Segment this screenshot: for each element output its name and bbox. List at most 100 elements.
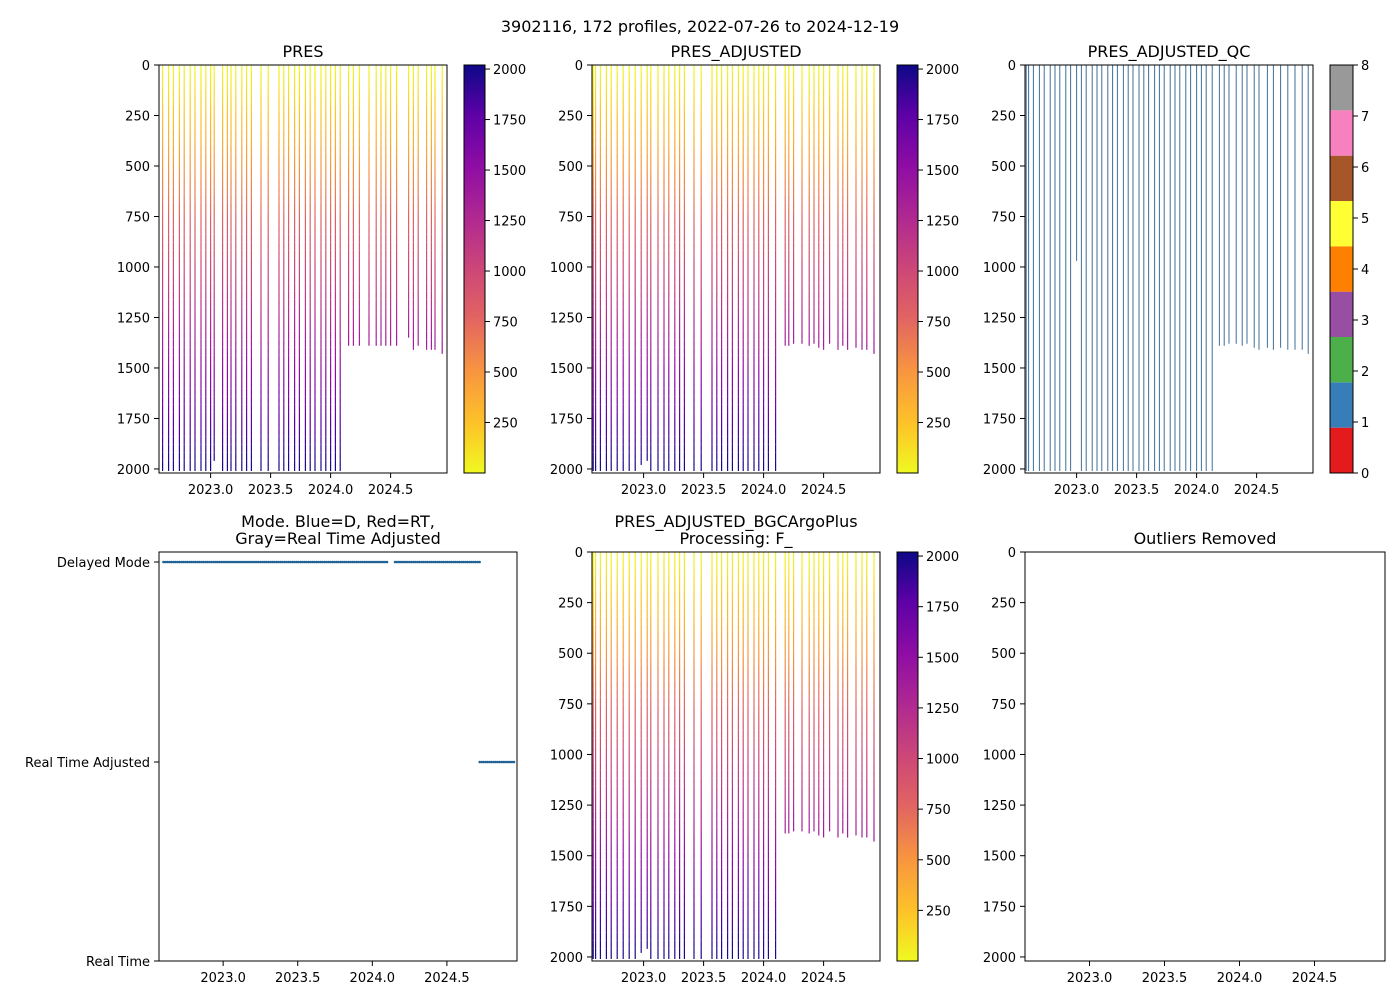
mode-point (218, 560, 222, 564)
mode-point (254, 560, 258, 564)
colorbar-tick-label: 2 (1361, 365, 1369, 380)
mode-point (395, 560, 399, 564)
x-tick-label: 2024.5 (1234, 483, 1280, 498)
mode-point (212, 560, 216, 564)
y-tick-label: 750 (991, 210, 1016, 225)
mode-point (466, 560, 469, 564)
mode-point (462, 560, 465, 564)
panel-title: PRES (282, 42, 323, 61)
y-tick-label: 1750 (117, 412, 150, 427)
mode-point (274, 560, 278, 564)
y-tick-label: 1000 (550, 261, 583, 276)
colorbar-tick-label: 1 (1361, 416, 1369, 431)
mode-point (409, 560, 413, 564)
colorbar-tick-label: 5 (1361, 212, 1369, 227)
mode-point (510, 760, 514, 764)
mode-point (411, 560, 415, 564)
mode-point (405, 560, 409, 564)
mode-point (200, 560, 204, 564)
mode-point (313, 560, 316, 564)
x-tick-label: 2023.0 (621, 483, 667, 498)
y-tick-label: 250 (558, 109, 583, 124)
mode-point (299, 560, 302, 564)
mode-point (500, 760, 504, 764)
mode-point (371, 560, 375, 564)
mode-point (444, 560, 447, 564)
colorbar-segment (1330, 337, 1353, 383)
mode-point (240, 560, 244, 564)
mode-point (315, 560, 318, 564)
mode-point (236, 560, 240, 564)
mode-point (502, 760, 506, 764)
mode-point (421, 560, 425, 564)
mode-point (425, 560, 429, 564)
mode-point (343, 560, 347, 564)
y-tick-label: 1000 (117, 261, 150, 276)
panel-pres_adj_qc: PRES_ADJUSTED_QC025050075010001250150017… (983, 42, 1369, 498)
x-tick-label: 2024.5 (801, 483, 847, 498)
mode-point (184, 560, 187, 564)
mode-point (208, 560, 212, 564)
mode-point (289, 560, 292, 564)
mode-point (333, 560, 336, 564)
colorbar-tick-label: 1250 (926, 215, 959, 230)
colorbar-tick-label: 6 (1361, 161, 1369, 176)
mode-point (446, 560, 449, 564)
colorbar-tick-label: 8 (1361, 59, 1369, 74)
mode-point (291, 560, 294, 564)
mode-point (303, 560, 306, 564)
mode-point (434, 560, 437, 564)
colorbar-segment (1330, 65, 1353, 111)
axes-frame (591, 64, 881, 474)
colorbar-segment (1330, 110, 1353, 156)
mode-point (488, 760, 492, 764)
mode-point (407, 560, 411, 564)
colorbar: 250 500 750 1000 1250 1500 1750 2000 (896, 63, 959, 474)
y-tick-label: 750 (558, 210, 583, 225)
y-tick-label: 0 (575, 59, 583, 74)
axes-frame (158, 64, 448, 474)
x-tick-label: 2023.5 (248, 483, 294, 498)
mode-point (224, 560, 228, 564)
mode-point (415, 560, 419, 564)
mode-point (351, 560, 355, 564)
colorbar-tick-label: 1000 (926, 265, 959, 280)
mode-point (190, 560, 193, 564)
mode-point (506, 760, 510, 764)
mode-point (482, 760, 486, 764)
mode-point (323, 560, 326, 564)
mode-point (234, 560, 238, 564)
x-tick-label: 2023.5 (681, 483, 727, 498)
y-tick-label: 1500 (550, 362, 583, 377)
mode-point (252, 560, 256, 564)
mode-point (480, 760, 484, 764)
mode-point (311, 560, 314, 564)
mode-point (339, 560, 342, 564)
mode-point (393, 560, 397, 564)
mode-point (363, 560, 367, 564)
mode-point (454, 560, 457, 564)
mode-point (468, 560, 471, 564)
colorbar-tick-label: 2000 (926, 63, 959, 78)
mode-point (403, 560, 407, 564)
panel-title-line2: Gray=Real Time Adjusted (235, 529, 441, 548)
mode-point (504, 760, 508, 764)
mode-point (399, 560, 403, 564)
x-tick-label: 2024.5 (368, 483, 414, 498)
mode-point (196, 560, 200, 564)
mode-point (319, 560, 322, 564)
mode-point (210, 560, 214, 564)
mode-point (268, 560, 272, 564)
colorbar-tick-label: 1500 (926, 164, 959, 179)
panel-mode: Mode. Blue=D, Red=RT,Gray=Real Time Adju… (25, 512, 518, 986)
mode-point (359, 560, 363, 564)
y-tick-label: 1500 (983, 362, 1016, 377)
mode-point (484, 760, 488, 764)
mode-point (222, 560, 226, 564)
mode-point (206, 560, 210, 564)
mode-point (397, 560, 401, 564)
mode-point (373, 560, 377, 564)
mode-point (438, 560, 441, 564)
